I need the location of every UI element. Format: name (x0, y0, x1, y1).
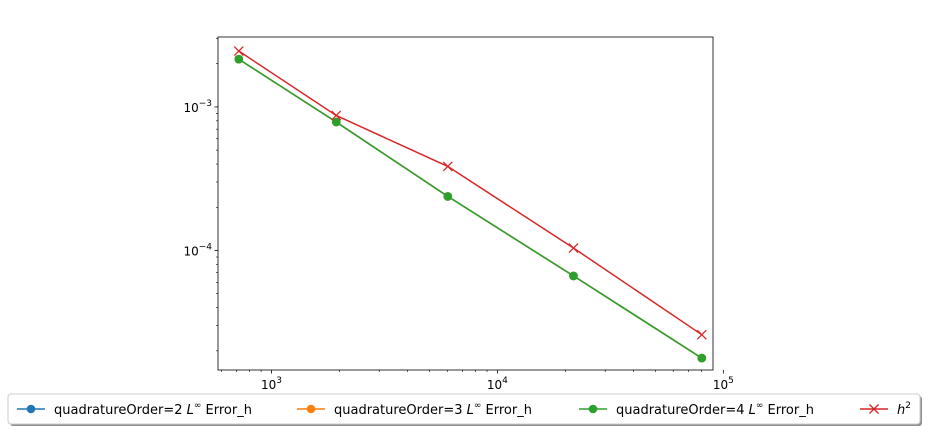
y-tick-label: 10−3 (183, 99, 212, 115)
legend-entry-4: h2 (860, 401, 911, 418)
marker-stroke (869, 404, 879, 414)
data-point (697, 353, 707, 363)
legend-marker (306, 404, 316, 414)
y-tick-label: 10−4 (183, 242, 212, 258)
legend-entry-3: quadratureOrder=4 L∞ Error_h (579, 401, 814, 418)
marker-stroke (568, 243, 579, 253)
series-line (238, 58, 703, 359)
axes: 103 104 105 10−3 10−4 (183, 36, 734, 392)
legend-entry-1: quadratureOrder=2 L∞ Error_h (17, 401, 252, 418)
data-point (442, 161, 453, 172)
legend-marker (588, 404, 598, 414)
marker-stroke (442, 161, 453, 172)
legend: quadratureOrder=2 L∞ Error_h quadratureOr… (7, 393, 922, 426)
marker-stroke (696, 329, 707, 340)
legend-entry-2: quadratureOrder=3 L∞ Error_h (297, 401, 532, 418)
x-tick-label: 103 (261, 376, 282, 392)
legend-label: quadratureOrder=2 L∞ Error_h (54, 401, 252, 418)
data-point (233, 46, 244, 57)
marker-stroke (233, 46, 244, 57)
data-point (234, 54, 244, 64)
data-point (331, 117, 341, 127)
data-point (443, 192, 453, 201)
x-tick-label: 105 (713, 376, 734, 392)
data-point (569, 271, 578, 281)
data-point (331, 110, 342, 121)
legend-label: h2 (897, 401, 911, 418)
marker-stroke (331, 110, 342, 121)
data-point (696, 329, 707, 340)
legend-label: quadratureOrder=4 L∞ Error_h (616, 401, 814, 418)
legend-marker (26, 404, 36, 414)
legend-frame (7, 393, 921, 425)
series-4 (233, 46, 707, 340)
series-3 (234, 54, 707, 363)
legend-label: quadratureOrder=3 L∞ Error_h (334, 401, 532, 418)
axes-frame (217, 36, 714, 371)
legend-marker (869, 404, 879, 414)
plot-area (233, 46, 707, 363)
series-line (238, 50, 703, 336)
data-point (568, 243, 579, 253)
x-tick-label: 104 (487, 376, 508, 392)
